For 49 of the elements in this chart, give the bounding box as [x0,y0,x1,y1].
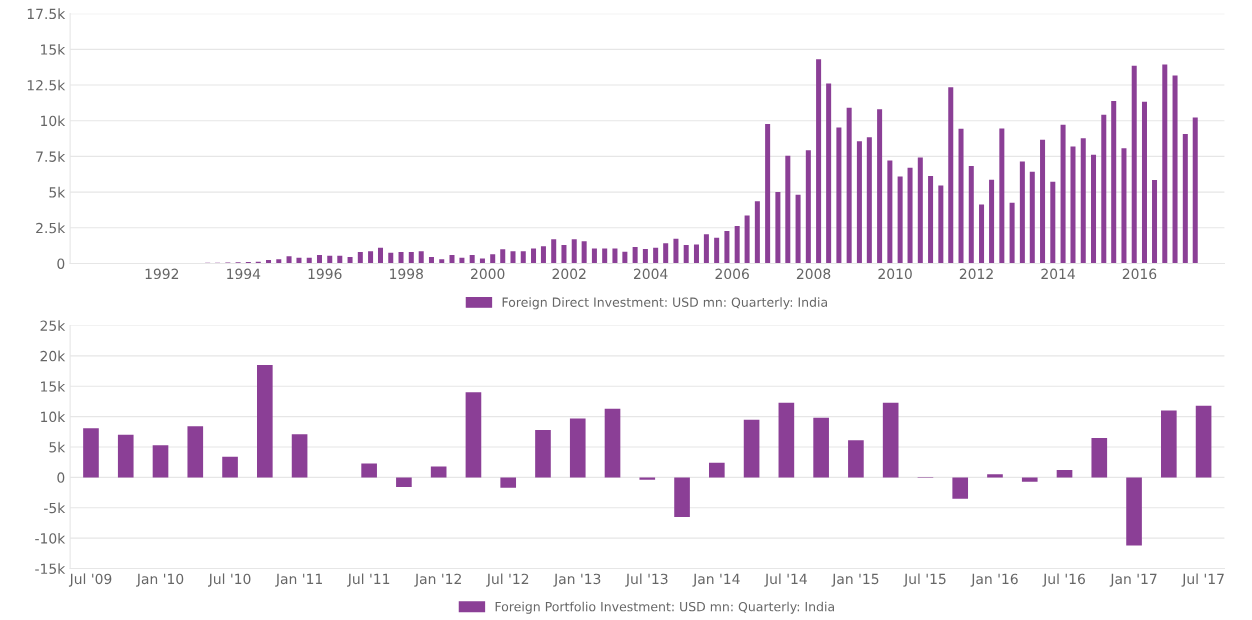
y-tick-label: -15k [35,563,66,575]
legend-label: Foreign Portfolio Investment: USD mn: Quarterly: India [495,601,834,614]
x-tick-label: Jul '17 [1181,573,1224,587]
x-tick-label: Jan '17 [1109,573,1157,587]
y-tick-label: -5k [44,502,66,514]
y-tick-label: 10k [41,115,66,127]
x-tick-label: 1992 [145,268,179,280]
y-tick-label: 10k [41,411,66,423]
x-tick-label: 2002 [552,268,586,280]
y-tick-label: -10k [35,532,66,544]
x-tick-label: Jan '10 [136,573,184,587]
y-tick-label: 5k [49,186,66,198]
y-tick-label: 17.5k [27,8,66,20]
y-tick-label: 15k [41,380,66,392]
y-tick-label: 15k [41,44,66,55]
y-tick-label: 5k [49,441,66,453]
y-tick-label: 20k [40,350,66,362]
x-tick-label: 2000 [471,268,505,280]
y-tick-label: 12.5k [27,79,66,91]
x-tick-label: Jan '13 [553,573,601,587]
x-tick-label: 2012 [959,268,993,280]
y-tick-label: 7.5k [36,151,66,162]
x-tick-label: Jan '12 [414,573,461,587]
x-tick-label: 2010 [878,268,912,280]
x-tick-label: Jul '10 [208,573,251,587]
x-tick-label: 2016 [1122,268,1157,280]
x-tick-label: Jul '13 [625,573,668,587]
y-tick-label: 0 [57,258,65,269]
x-tick-label: Jul '09 [68,573,112,587]
x-tick-label: Jul '11 [347,573,390,587]
x-tick-label: 1996 [308,268,342,280]
y-tick-label: 25k [40,320,66,331]
x-tick-label: Jan '15 [831,573,879,587]
x-tick-label: Jul '16 [1042,573,1085,587]
y-tick-label: 0 [57,472,65,483]
x-tick-label: 2014 [1041,268,1075,280]
x-tick-label: 2008 [796,268,831,280]
x-tick-label: 2004 [633,268,668,280]
x-tick-label: 2006 [715,268,749,280]
y-tick-label: 2.5k [36,222,66,234]
x-tick-label: Jan '14 [692,573,740,587]
x-tick-label: Jan '11 [275,573,322,587]
x-tick-label: Jul '12 [486,573,529,587]
x-tick-label: Jul '15 [903,573,946,587]
x-tick-label: Jul '14 [764,573,807,587]
x-tick-label: 1998 [390,268,423,280]
x-tick-label: Jan '16 [970,573,1018,587]
legend-label: Foreign Direct Investment: USD mn: Quarterly: India [502,297,827,310]
x-tick-label: 1994 [227,268,261,280]
